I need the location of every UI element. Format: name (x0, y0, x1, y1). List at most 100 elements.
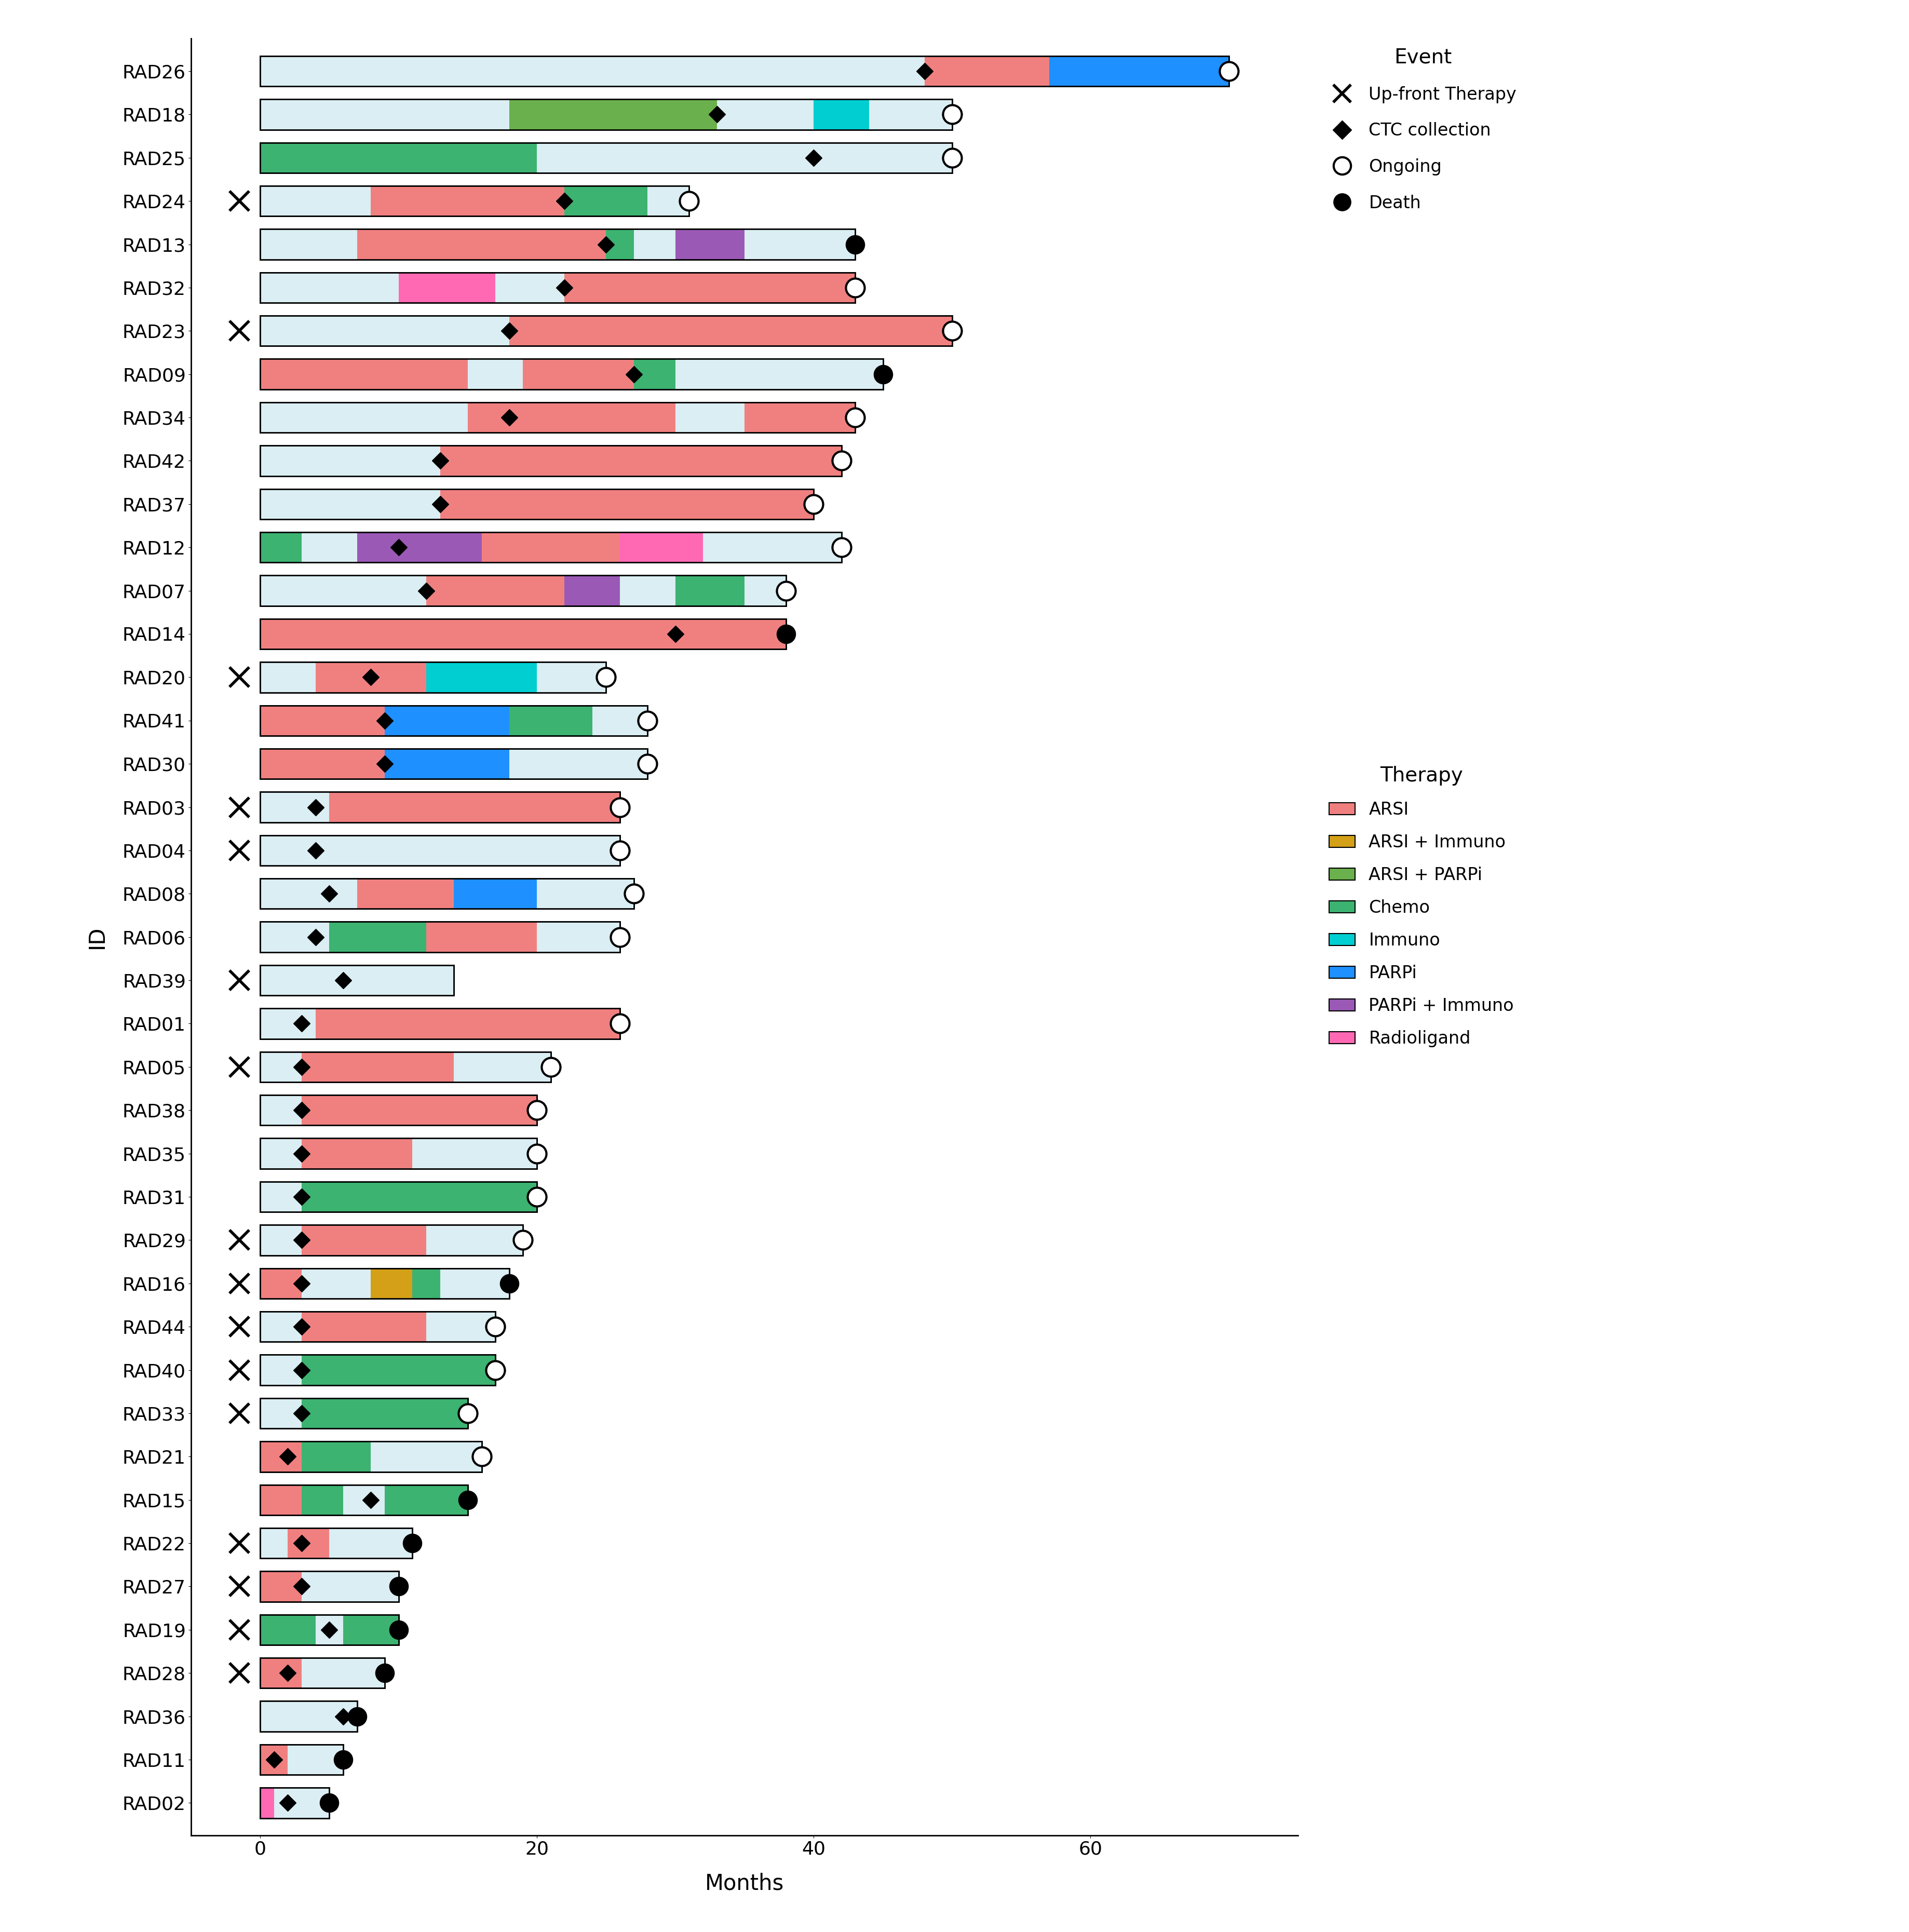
Bar (260, 922, 620, 952)
Bar (260, 230, 855, 259)
Bar (260, 1138, 536, 1169)
Bar (496, 272, 565, 303)
Bar (1050, 56, 1229, 87)
Bar (302, 1658, 386, 1689)
Bar (260, 1399, 302, 1428)
Bar (370, 1267, 412, 1298)
Bar (260, 1615, 399, 1644)
Bar (260, 922, 330, 952)
Bar (745, 576, 787, 607)
Bar (260, 663, 607, 692)
Bar (302, 1312, 426, 1343)
Bar (510, 315, 953, 346)
Bar (302, 1399, 468, 1428)
Y-axis label: ID: ID (86, 925, 109, 949)
Bar (260, 1267, 510, 1298)
Bar (260, 1787, 275, 1818)
Bar (260, 315, 953, 346)
Bar (260, 1225, 523, 1256)
Bar (260, 576, 787, 607)
Bar (260, 663, 315, 692)
Bar (426, 663, 536, 692)
Bar (302, 1051, 454, 1082)
Bar (260, 99, 953, 129)
Bar (260, 143, 536, 172)
Bar (302, 1138, 412, 1169)
Bar (468, 402, 676, 433)
Bar (302, 1267, 370, 1298)
Bar (260, 1312, 496, 1343)
Bar (523, 359, 634, 390)
Bar (260, 531, 842, 562)
Bar (260, 402, 468, 433)
Bar (634, 359, 676, 390)
Bar (330, 792, 620, 823)
Bar (260, 1658, 386, 1689)
Bar (260, 966, 454, 995)
Bar (260, 1441, 302, 1472)
Bar (441, 446, 842, 475)
Bar (260, 1787, 330, 1818)
Bar (260, 1441, 481, 1472)
Bar (260, 1745, 344, 1776)
Bar (260, 1399, 468, 1428)
Bar (260, 230, 357, 259)
Bar (260, 705, 647, 736)
Bar (260, 750, 647, 779)
Bar (536, 663, 607, 692)
Bar (260, 1009, 315, 1039)
Bar (441, 1267, 510, 1298)
Bar (260, 1441, 481, 1472)
Bar (260, 879, 634, 908)
Bar (302, 1354, 496, 1385)
Bar (344, 1484, 386, 1515)
Bar (302, 1571, 399, 1602)
Bar (260, 185, 689, 216)
Bar (302, 1225, 426, 1256)
Bar (260, 618, 787, 649)
Bar (260, 1267, 302, 1298)
Bar (426, 922, 536, 952)
Bar (260, 1225, 523, 1256)
Legend: ARSI, ARSI + Immuno, ARSI + PARPi, Chemo, Immuno, PARPi, PARPi + Immuno, Radioli: ARSI, ARSI + Immuno, ARSI + PARPi, Chemo… (1329, 765, 1514, 1047)
Bar (536, 143, 953, 172)
Bar (315, 1009, 620, 1039)
Bar (260, 230, 855, 259)
Bar (620, 531, 703, 562)
Bar (260, 1051, 552, 1082)
Bar (399, 272, 496, 303)
Bar (330, 1528, 412, 1559)
Bar (426, 576, 565, 607)
Bar (260, 1225, 302, 1256)
Bar (260, 1051, 552, 1082)
Bar (260, 446, 441, 475)
Bar (260, 1354, 496, 1385)
Bar (260, 792, 620, 823)
Bar (260, 489, 813, 520)
Bar (647, 185, 689, 216)
Bar (260, 835, 330, 866)
Bar (260, 1702, 357, 1731)
Bar (260, 489, 441, 520)
Bar (260, 143, 953, 172)
Bar (275, 1787, 330, 1818)
Bar (869, 99, 953, 129)
Bar (315, 1615, 344, 1644)
Bar (260, 446, 842, 475)
Bar (676, 359, 884, 390)
Bar (260, 792, 330, 823)
Bar (536, 879, 634, 908)
Bar (357, 879, 454, 908)
Bar (260, 750, 386, 779)
Bar (634, 230, 676, 259)
Bar (260, 835, 620, 866)
Bar (260, 1095, 302, 1124)
Bar (260, 272, 855, 303)
Bar (441, 489, 813, 520)
Bar (260, 489, 813, 520)
Bar (510, 705, 592, 736)
Bar (260, 1745, 344, 1776)
Bar (260, 359, 468, 390)
Bar (260, 446, 842, 475)
Bar (260, 1571, 399, 1602)
